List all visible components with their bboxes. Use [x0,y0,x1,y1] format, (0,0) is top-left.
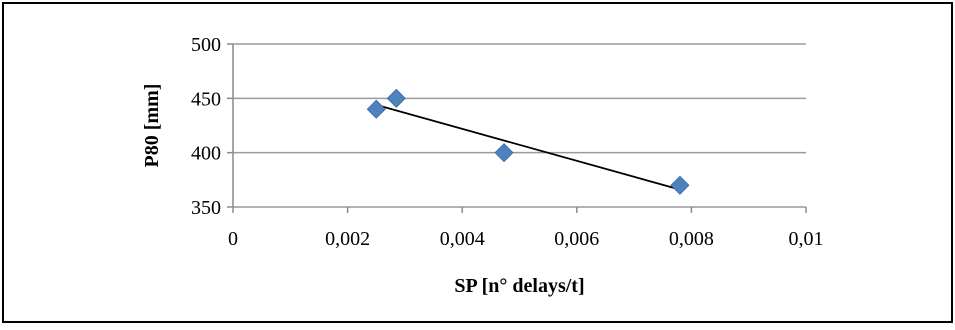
data-points [366,88,690,195]
tick-labels: 350 400 450 500 0 0,002 0,004 0,006 0,008 0,01 [191,34,824,250]
gridlines [233,43,806,208]
trendline [376,103,681,191]
y-tick-label: 350 [191,197,221,219]
y-tick-label: 500 [191,34,221,56]
x-axis-title: SP [n° delays/t] [454,275,584,297]
data-point-diamond [670,175,690,195]
data-point-diamond [494,143,514,163]
x-tick-label: 0,008 [669,228,714,250]
trendline-layer [376,103,681,191]
y-tick-label: 400 [191,143,221,165]
y-tick-label: 450 [191,88,221,110]
data-point-diamond [366,99,386,119]
x-tick-label: 0,002 [325,228,370,250]
data-point-diamond [386,88,406,108]
x-tick-label: 0,004 [440,228,485,250]
y-axis-title: P80 [mm] [141,84,163,168]
x-tick-label: 0,006 [554,228,599,250]
x-tick-label: 0 [228,228,238,250]
chart-border [2,2,953,323]
axes [227,43,807,213]
x-tick-label: 0,01 [789,228,824,250]
